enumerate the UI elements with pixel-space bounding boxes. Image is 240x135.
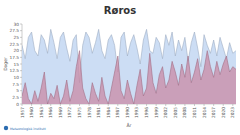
x-tick-label: 1984 (106, 107, 111, 118)
area-line (22, 51, 236, 104)
y-tick-label: 2.5 (12, 95, 19, 100)
x-tick (108, 104, 109, 106)
x-tick (89, 104, 90, 106)
x-tick (60, 104, 61, 106)
y-tick-label: 30 (14, 22, 20, 27)
y-tick-label: 7.5 (12, 82, 19, 87)
y-tick-label: 12.5 (9, 68, 19, 73)
x-tick-label: 2005 (173, 107, 178, 118)
x-tick (175, 104, 176, 106)
plot-area (22, 29, 236, 104)
y-tick (20, 70, 22, 71)
x-tick-label: 1978 (87, 107, 92, 118)
x-tick (41, 104, 42, 106)
chart: Røros 0 2.5 57.5 10 12.515 17.5 2022.5 25 27.530 1… (0, 0, 240, 135)
y-tick-label: 22.5 (9, 42, 19, 47)
y-tick (20, 44, 22, 45)
area (22, 29, 236, 104)
y-tick (20, 84, 22, 85)
x-tick (213, 104, 214, 106)
x-tick (156, 104, 157, 106)
x-tick-label: 1999 (154, 107, 159, 118)
x-tick-label: 2002 (163, 107, 168, 118)
y-tick (20, 97, 22, 98)
x-tick-label: 1987 (115, 107, 120, 118)
x-tick-label: 1966 (48, 107, 53, 118)
x-tick (184, 104, 185, 106)
x-tick (22, 104, 23, 106)
x-tick-label: 2011 (192, 107, 197, 118)
x-tick (69, 104, 70, 106)
x-tick (127, 104, 128, 106)
source: Meteorologisk institutt (10, 127, 47, 131)
x-tick (223, 104, 224, 106)
x-tick (98, 104, 99, 106)
x-tick-label: 1972 (67, 107, 72, 118)
x-tick-label: 1963 (39, 107, 44, 118)
y-tick (20, 104, 22, 105)
x-tick (232, 104, 233, 106)
y-tick-label: 15 (14, 62, 20, 67)
title: Røros (104, 5, 136, 16)
x-tick-label: 1960 (29, 107, 34, 118)
x-tick-label: 1957 (20, 107, 25, 118)
y-label: Dager (3, 57, 8, 71)
y-tick-label: 27.5 (9, 28, 19, 33)
x-tick-label: 2023 (230, 107, 235, 118)
y-tick (20, 50, 22, 51)
x-tick (136, 104, 137, 106)
x-tick-label: 2014 (202, 107, 207, 118)
y-tick (20, 77, 22, 78)
x-tick-label: 1993 (134, 107, 139, 118)
x-tick (194, 104, 195, 106)
y-tick (20, 30, 22, 31)
y-tick-label: 20 (14, 48, 20, 53)
x-tick-label: 1975 (77, 107, 82, 118)
x-tick-label: 1990 (125, 107, 130, 118)
y-tick (20, 37, 22, 38)
x-tick (31, 104, 32, 106)
x-tick-label: 1969 (58, 107, 63, 118)
x-tick (79, 104, 80, 106)
x-tick (50, 104, 51, 106)
area (22, 51, 236, 104)
y-tick (20, 24, 22, 25)
x-tick-label: 2020 (221, 107, 226, 118)
x-tick (117, 104, 118, 106)
x-tick (204, 104, 205, 106)
y-tick (20, 57, 22, 58)
x-tick-label: 2017 (211, 107, 216, 118)
y-tick-label: 5 (16, 88, 19, 93)
x-label: År (127, 122, 132, 128)
x-tick-label: 1981 (96, 107, 101, 118)
y-tick (20, 90, 22, 91)
y-tick (20, 64, 22, 65)
x-tick (146, 104, 147, 106)
y-tick-label: 0 (16, 102, 19, 107)
x-tick-label: 1996 (144, 107, 149, 118)
y-tick-label: 10 (14, 75, 20, 80)
x-tick-label: 2008 (182, 107, 187, 118)
y-tick-label: 25 (14, 35, 20, 40)
y-tick-label: 17.5 (9, 55, 19, 60)
logo (4, 126, 8, 130)
x-tick (165, 104, 166, 106)
